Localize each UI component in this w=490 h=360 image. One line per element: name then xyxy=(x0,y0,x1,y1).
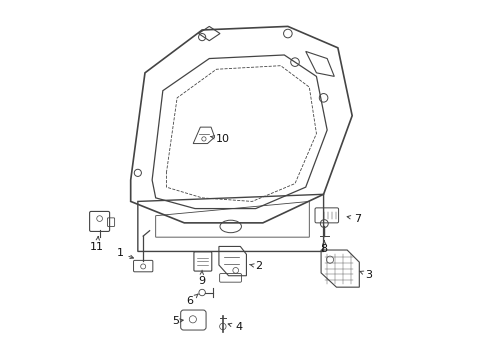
Text: 6: 6 xyxy=(186,294,198,306)
Text: 1: 1 xyxy=(117,248,133,258)
Text: 9: 9 xyxy=(198,270,205,286)
Text: 11: 11 xyxy=(90,237,104,252)
Text: 10: 10 xyxy=(210,134,230,144)
Text: 7: 7 xyxy=(347,213,361,224)
Text: 5: 5 xyxy=(172,316,183,326)
Text: 3: 3 xyxy=(359,270,372,280)
Text: 4: 4 xyxy=(228,322,242,332)
Text: 8: 8 xyxy=(321,241,328,253)
Text: 2: 2 xyxy=(249,261,262,271)
